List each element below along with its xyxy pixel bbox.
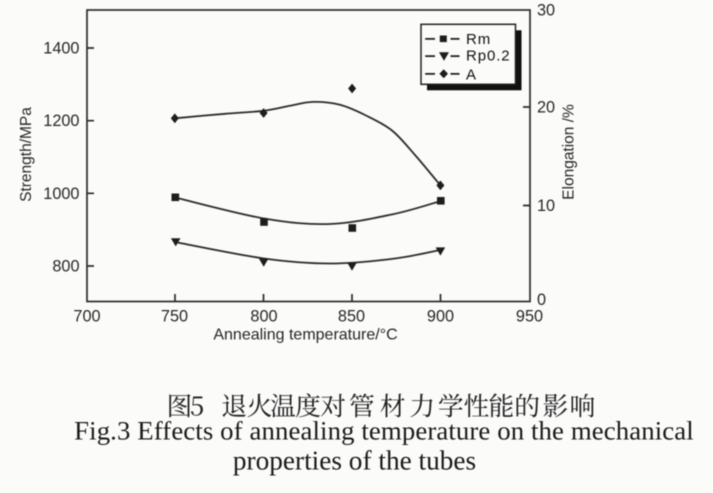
svg-text:900: 900 (427, 308, 454, 326)
svg-text:0: 0 (537, 291, 546, 309)
svg-text:800: 800 (250, 308, 277, 326)
svg-text:1200: 1200 (43, 112, 79, 130)
svg-text:750: 750 (161, 308, 188, 326)
svg-text:Rm: Rm (466, 31, 491, 48)
svg-text:A: A (466, 66, 477, 83)
svg-text:800: 800 (52, 258, 79, 276)
svg-text:Annealing temperature/°C: Annealing temperature/°C (213, 326, 397, 343)
svg-text:Rp0.2: Rp0.2 (466, 48, 511, 65)
svg-text:Strength/MPa: Strength/MPa (18, 107, 35, 202)
svg-text:Fig.3 Effects of annealing tem: Fig.3 Effects of annealing temperature o… (74, 416, 694, 446)
svg-text:20: 20 (537, 99, 555, 117)
svg-text:Elongation /%: Elongation /% (561, 104, 578, 200)
svg-text:950: 950 (516, 308, 543, 326)
svg-text:850: 850 (338, 308, 365, 326)
svg-text:700: 700 (73, 308, 100, 326)
svg-text:1000: 1000 (43, 185, 79, 203)
svg-text:properties of the tubes: properties of the tubes (233, 446, 476, 476)
svg-text:1400: 1400 (43, 40, 79, 58)
svg-text:30: 30 (537, 2, 555, 20)
svg-text:10: 10 (537, 197, 555, 215)
